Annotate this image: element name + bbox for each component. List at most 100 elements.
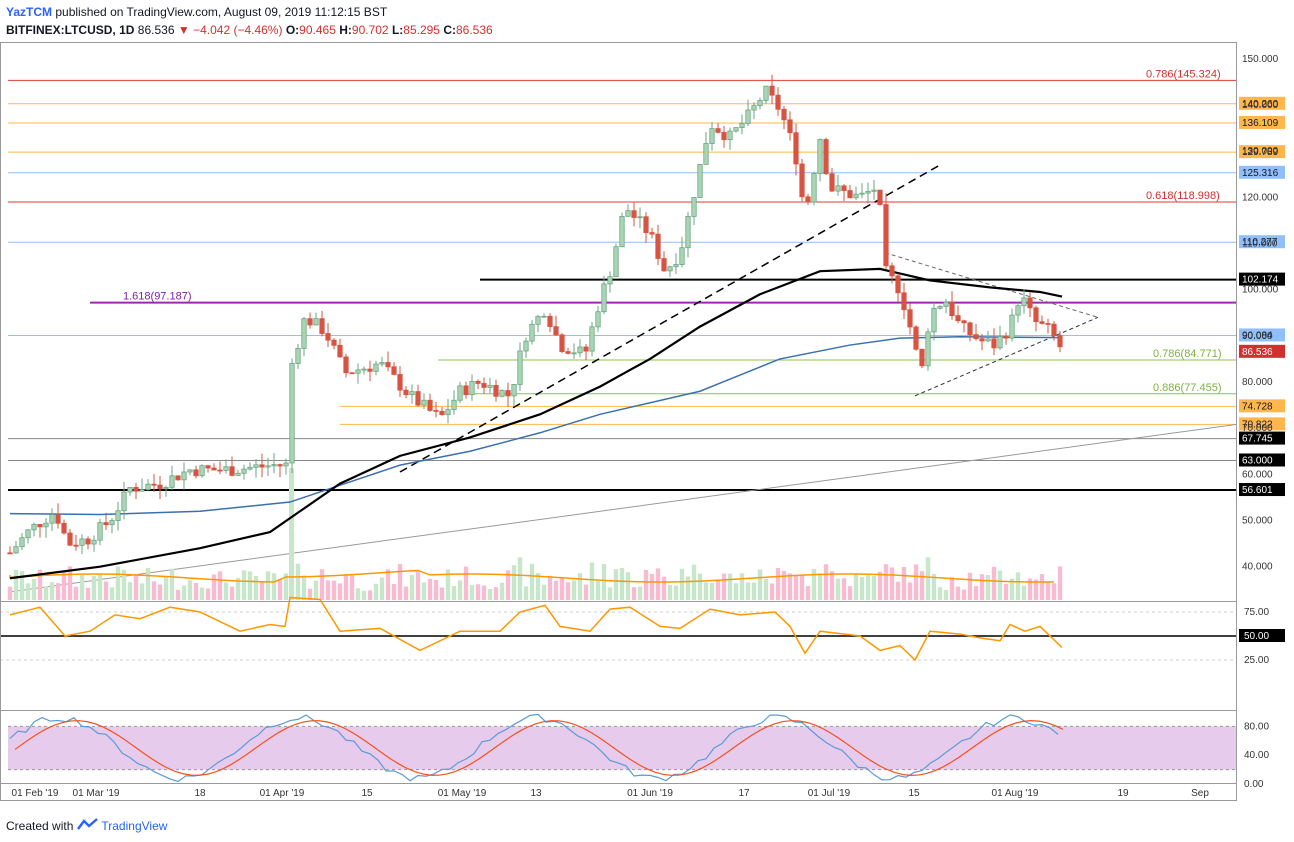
candle-body-2 <box>19 537 25 548</box>
volume-bar-122 <box>739 573 745 600</box>
volume-bar-123 <box>745 582 751 600</box>
volume-bar-124 <box>751 582 757 600</box>
volume-bar-4 <box>31 578 37 600</box>
level-label-11: 0.886(77.455) <box>1153 382 1222 394</box>
volume-bar-132 <box>799 574 805 600</box>
candle-body-110 <box>667 266 673 272</box>
volume-bar-34 <box>211 574 217 600</box>
volume-bar-64 <box>391 584 397 600</box>
volume-bar-114 <box>691 564 697 600</box>
volume-bar-86 <box>523 586 529 600</box>
candle-body-21 <box>133 487 139 492</box>
volume-bar-131 <box>793 575 799 600</box>
level-tag-13: 70.822 <box>1242 419 1273 430</box>
candle-body-5 <box>37 524 43 528</box>
candle-body-14 <box>91 539 97 545</box>
candle-body-41 <box>253 464 259 468</box>
volume-bar-11 <box>73 586 79 600</box>
volume-bar-151 <box>913 564 919 600</box>
symbol-info: BITFINEX:LTCUSD, 1D 86.536 ▼ −4.042 (−4.… <box>6 23 493 37</box>
candle-body-37 <box>229 466 235 476</box>
volume-bar-128 <box>775 567 781 600</box>
volume-bar-115 <box>697 573 703 600</box>
level-tag-bg-3 <box>1239 145 1285 159</box>
volume-bar-111 <box>673 585 679 600</box>
candle-body-58 <box>355 369 361 374</box>
candle-body-158 <box>955 315 961 322</box>
volume-bar-161 <box>973 586 979 600</box>
volume-bar-71 <box>433 580 439 600</box>
volume-bar-81 <box>493 587 499 600</box>
candle-body-131 <box>793 132 799 165</box>
volume-bar-84 <box>511 565 517 600</box>
candle-body-167 <box>1009 314 1015 339</box>
candle-body-53 <box>325 333 331 341</box>
tradingview-brand[interactable]: TradingView <box>101 818 168 833</box>
volume-bar-1 <box>13 569 19 600</box>
volume-bar-53 <box>325 580 331 600</box>
candle-body-78 <box>475 380 481 384</box>
volume-bar-171 <box>1033 579 1039 600</box>
volume-bar-32 <box>199 587 205 600</box>
price-tick-0: 150.000 <box>1242 54 1279 65</box>
volume-bar-101 <box>613 569 619 600</box>
volume-spike <box>289 468 294 600</box>
candle-body-106 <box>643 216 649 233</box>
volume-bar-85 <box>517 557 523 600</box>
volume-bar-2 <box>19 570 25 600</box>
candle-body-25 <box>157 484 163 490</box>
volume-bar-173 <box>1045 582 1051 600</box>
volume-bar-61 <box>373 583 379 600</box>
volume-bar-58 <box>355 588 361 600</box>
candle-body-101 <box>613 246 619 278</box>
candle-body-135 <box>817 139 823 174</box>
triangle-lower <box>914 316 1099 397</box>
high-value: 90.702 <box>351 23 389 37</box>
volume-bar-13 <box>85 587 91 600</box>
volume-bar-39 <box>241 570 247 600</box>
candle-body-8 <box>55 514 61 524</box>
volume-bar-7 <box>49 582 55 600</box>
volume-bar-117 <box>709 582 715 600</box>
candle-body-157 <box>949 301 955 316</box>
volume-bar-44 <box>271 573 277 600</box>
volume-bar-134 <box>811 568 817 600</box>
level-tag-bg-6 <box>1239 235 1285 249</box>
level-tag-9: 90.084 <box>1242 330 1273 341</box>
volume-bar-19 <box>121 569 127 600</box>
candle-body-124 <box>751 105 757 111</box>
candle-body-42 <box>259 464 265 468</box>
footer: Created with TradingView <box>6 817 167 834</box>
level-tag-3: 129.789 <box>1242 147 1279 158</box>
candle-body-32 <box>199 465 205 477</box>
time-tick-3: 01 Apr '19 <box>260 788 305 799</box>
volume-bar-137 <box>829 571 835 600</box>
candle-body-145 <box>877 189 883 205</box>
candle-body-16 <box>103 522 109 526</box>
volume-bar-147 <box>889 567 895 600</box>
candle-body-84 <box>511 384 517 397</box>
time-tick-13: Sep <box>1191 788 1209 799</box>
volume-bar-21 <box>133 574 139 600</box>
volume-bar-165 <box>997 570 1003 600</box>
candle-body-134 <box>811 173 817 203</box>
chart-frame <box>0 42 1237 801</box>
created-with-text: Created with <box>6 818 74 833</box>
stoch-k-line <box>9 713 1059 783</box>
candle-body-44 <box>271 464 277 467</box>
candle-body-48 <box>295 348 301 364</box>
author-name[interactable]: YazTCM <box>6 5 53 19</box>
candle-body-65 <box>397 374 403 391</box>
candle-body-112 <box>679 247 685 265</box>
time-tick-8: 17 <box>738 788 750 799</box>
volume-bar-139 <box>841 578 847 600</box>
candle-body-150 <box>907 309 913 328</box>
candle-body-56 <box>343 356 349 374</box>
volume-bar-17 <box>109 587 115 600</box>
candle-body-129 <box>781 108 787 121</box>
time-tick-12: 19 <box>1117 788 1129 799</box>
candle-body-132 <box>799 163 805 198</box>
candle-body-61 <box>373 363 379 372</box>
candle-body-87 <box>529 323 535 342</box>
